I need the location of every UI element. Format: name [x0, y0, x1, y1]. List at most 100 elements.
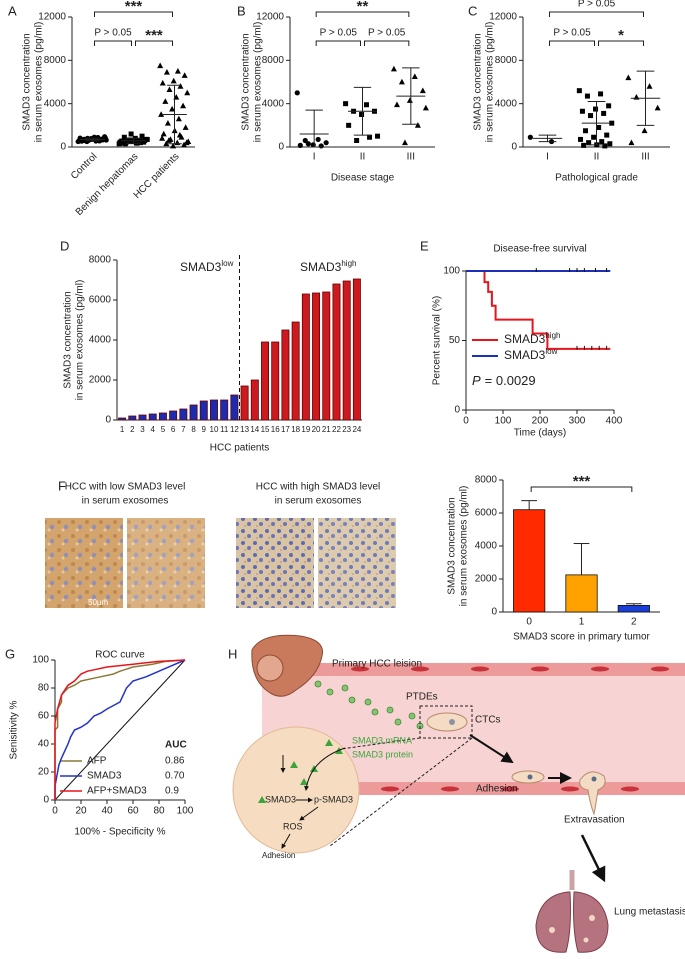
bar — [189, 404, 198, 421]
p-symbol: P — [472, 373, 481, 388]
x-tick-label: 200 — [532, 416, 549, 427]
bar — [271, 341, 280, 421]
ihc-image — [236, 518, 314, 608]
x-tick-label: 0 — [526, 617, 532, 628]
y-tick-label: 12000 — [256, 12, 284, 23]
x-tick-label: 1 — [120, 425, 125, 434]
dot — [84, 138, 90, 145]
dot — [354, 138, 360, 143]
legend-entry: SMAD3high — [504, 331, 560, 347]
bar — [312, 292, 321, 421]
x-tick-label: 100 — [495, 416, 512, 427]
dot — [182, 124, 189, 130]
x-tick-label: 18 — [291, 425, 300, 434]
group-label-sup: high — [341, 259, 356, 268]
tumor — [256, 654, 284, 682]
dot — [165, 137, 172, 143]
y-tick-label: 12000 — [38, 12, 66, 23]
dot — [596, 125, 602, 130]
zoom-box — [419, 705, 473, 739]
dot — [122, 141, 128, 147]
y-axis-label: Senisitivity % — [9, 700, 20, 759]
dot — [120, 140, 126, 146]
x-tick-label: 16 — [271, 425, 280, 434]
nucleus — [591, 776, 597, 782]
x-tick-label: 21 — [322, 425, 331, 434]
diagram-label: CTCs — [475, 715, 501, 726]
p-text: = 0.0029 — [485, 373, 536, 388]
y-tick-label: 100 — [443, 266, 460, 277]
y-axis-label: SMAD3 concentration — [473, 33, 484, 130]
x-axis-label: Disease stage — [331, 173, 395, 184]
dot — [602, 143, 608, 149]
image-caption: HCC with high SMAD3 level — [256, 482, 381, 493]
x-tick-label: 15 — [261, 425, 270, 434]
dot — [422, 104, 429, 111]
y-axis-label: in serum exosomes (pg/ml) — [485, 22, 496, 143]
bar — [281, 329, 290, 421]
significance-bracket — [598, 40, 644, 46]
bar — [352, 278, 361, 421]
dot — [133, 140, 139, 146]
significance-bracket — [549, 40, 595, 46]
dot — [128, 131, 134, 137]
arrow — [304, 747, 346, 791]
x-tick-label: 8 — [191, 425, 196, 434]
dot — [140, 139, 146, 145]
diagram-label: PTDEs — [406, 692, 438, 703]
image-caption: HCC with low SMAD3 level — [65, 482, 186, 493]
significance-label: P > 0.05 — [553, 28, 591, 39]
dot — [583, 128, 589, 134]
y-tick-label: 6000 — [89, 295, 112, 306]
y-tick-label: 60 — [38, 711, 50, 722]
histology-panel: F HCC with low SMAD3 level in serum exos… — [45, 478, 396, 608]
y-tick-label: 0 — [60, 142, 66, 153]
nucleus — [527, 774, 533, 780]
significance-bracket — [364, 40, 410, 46]
x-tick-label: I — [546, 152, 549, 163]
x-tick-label: 60 — [127, 806, 139, 817]
dot — [183, 139, 190, 146]
x-tick-label: 300 — [569, 416, 586, 427]
dot — [302, 137, 308, 144]
group-label: SMAD3low — [180, 259, 234, 275]
dot — [588, 113, 594, 119]
bar — [158, 412, 167, 421]
significance-label: ** — [357, 0, 369, 15]
group-label-text: SMAD3 — [180, 260, 222, 274]
dot — [598, 91, 604, 97]
y-tick-label: 2000 — [89, 375, 112, 386]
dot — [527, 134, 533, 140]
image-caption: in serum exosomes — [82, 496, 169, 507]
dot — [176, 131, 183, 138]
image-caption: in serum exosomes — [275, 496, 362, 507]
diagram-label: Extravasation — [564, 815, 625, 826]
x-tick-label: 12 — [230, 425, 239, 434]
ihc-image — [318, 518, 396, 608]
bar — [291, 321, 300, 421]
dot — [121, 134, 127, 140]
dot — [315, 136, 321, 143]
significance-bracket — [315, 40, 361, 46]
y-tick-label: 40 — [38, 739, 50, 750]
y-axis-label: Percent survival (%) — [432, 296, 443, 385]
dot — [367, 134, 373, 140]
dot — [363, 102, 369, 108]
dot — [628, 139, 635, 146]
dot — [591, 134, 597, 140]
bar — [513, 509, 546, 613]
y-tick-label: 0 — [105, 415, 111, 426]
dot — [164, 119, 171, 126]
dot — [581, 142, 587, 148]
x-tick-label: 9 — [202, 425, 207, 434]
dot — [163, 140, 170, 147]
x-tick-label: 10 — [210, 425, 219, 434]
dot — [414, 122, 421, 128]
lung — [535, 891, 571, 953]
significance-label: P > 0.05 — [578, 0, 616, 10]
dot — [166, 86, 173, 92]
legend-sup: low — [545, 347, 557, 356]
panel-letter: C — [468, 3, 477, 18]
dot — [601, 110, 607, 116]
